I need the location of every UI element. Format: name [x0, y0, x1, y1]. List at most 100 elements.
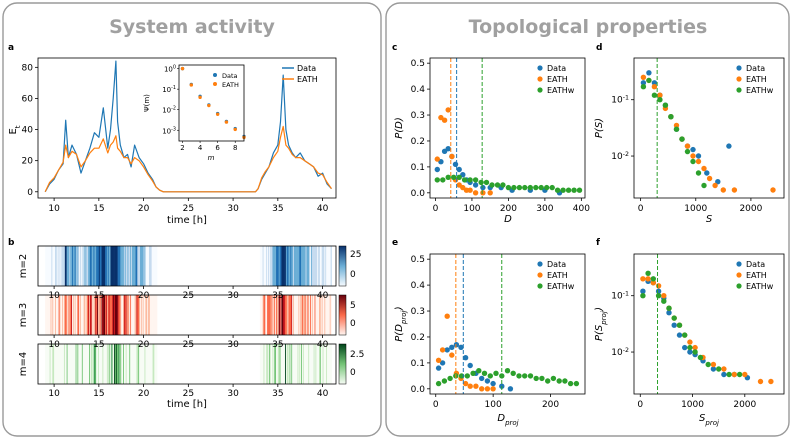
chart-d-frame [633, 57, 785, 199]
chart-d-point-eath [712, 182, 718, 189]
chart-f-point-eathw [692, 349, 698, 355]
chart-a-line-eath [44, 125, 332, 193]
heatmap-cell-m=3 [109, 295, 111, 335]
heatmap-cell-m=4 [115, 344, 118, 384]
heatmap-cell-m=2 [324, 246, 326, 286]
heatmap-cell-m=2 [301, 246, 303, 286]
heatmap-cell-m=3 [300, 295, 302, 335]
heatmap-cell-m=4 [122, 344, 124, 384]
heatmap-cell-m=2 [58, 246, 60, 286]
heatmap-cell-m=3 [91, 295, 93, 335]
heatmap-cell-m=2 [62, 246, 64, 286]
chart-c-point-eath [480, 190, 486, 196]
heatmap-cell-m=4 [262, 344, 264, 384]
heatmap-cell-m=3 [82, 295, 84, 335]
chart-c-point-eathw [472, 177, 479, 183]
heatmap-cell-m=3 [317, 295, 319, 335]
heatmap-cell-m=4 [322, 344, 324, 384]
chart-d-point-eath [770, 187, 776, 193]
heatmap-cell-m=3 [313, 295, 315, 335]
heatmap-cell-m=2 [143, 246, 145, 286]
chart-e-legend-marker-eath [537, 272, 543, 278]
chart-e-point-eath [490, 386, 496, 392]
heatmap-cell-m=3 [70, 295, 72, 335]
heatmap-cell-m=3 [259, 295, 262, 335]
heatmap-cell-m=3 [137, 295, 139, 335]
chart-d-strength-dist: 0 1000 2000 10-1 10-2 S P(S) Data EATH EATHw [594, 57, 785, 225]
heatmap-cell-m=4 [84, 344, 86, 384]
heatmap-cell-m=3 [56, 295, 58, 335]
heatmap-cell-m=3 [69, 295, 71, 335]
heatmap-cell-m=3 [77, 295, 79, 335]
heatmap-cell-m=4 [154, 344, 156, 384]
heatmap-cell-m=2 [47, 246, 50, 286]
heatmap-cell-m=2 [120, 246, 122, 286]
heatmap-cell-m=4 [64, 344, 67, 384]
heatmap-cell-m=4 [72, 344, 75, 384]
heatmap-cell-m=4 [317, 344, 319, 384]
inset-point-eath [189, 83, 193, 87]
heatmap-cell-m=4 [315, 344, 317, 384]
chart-a-ytick-label-20: 20 [22, 157, 34, 167]
heatmap-cell-m=4 [280, 344, 282, 384]
heatmap-cell-m=4 [74, 344, 76, 384]
heatmap-cell-m=4 [296, 344, 298, 384]
inset-legend-label-eath: EATH [222, 81, 239, 89]
heatmap-cell-m=3 [136, 295, 138, 335]
heatmap-cell-m=4 [137, 344, 139, 384]
heatmap-cell-m=2 [311, 246, 314, 286]
heatmap-cell-m=2 [296, 246, 298, 286]
chart-c-point-eathw [533, 184, 539, 191]
heatmap-cell-m=3 [57, 295, 59, 335]
inset-point-eath [224, 120, 229, 124]
inset-ytick-label: 10-2 [162, 106, 176, 115]
heatmap-cell-m=3 [301, 295, 303, 335]
heatmap-xtick-label-15: 15 [93, 340, 104, 350]
heatmap-cell-m=2 [123, 246, 126, 286]
heatmap-cell-m=3 [319, 295, 321, 335]
heatmap-cell-m=3 [146, 295, 148, 335]
heatmap-cell-m=3 [329, 295, 331, 335]
inset-legend-label-data: Data [222, 72, 238, 80]
heatmap-cell-m=3 [118, 295, 120, 335]
chart-a-frame [37, 57, 337, 199]
heatmap-cell-m=2 [116, 246, 118, 286]
heatmap-cell-m=4 [313, 344, 315, 384]
heatmap-cell-m=3 [266, 295, 268, 335]
heatmap-cell-m=4 [270, 344, 272, 384]
heatmap-cell-m=2 [272, 246, 274, 286]
heatmap-cell-m=2 [72, 246, 74, 286]
heatmap-cell-m=4 [65, 344, 67, 384]
heatmap-cell-m=4 [81, 344, 84, 384]
chart-c-point-eathw [505, 184, 512, 191]
heatmap-cell-m=4 [45, 344, 47, 384]
heatmap-cell-m=2 [310, 246, 312, 286]
chart-d-xlabel: S [706, 214, 713, 225]
heatmap-cell-m=3 [312, 295, 314, 335]
heatmap-cell-m=3 [330, 295, 332, 335]
chart-c-point-eathw [440, 177, 446, 183]
heatmap-cell-m=4 [125, 344, 127, 384]
heatmap-cell-m=3 [97, 295, 100, 335]
heatmap-cell-m=3 [68, 295, 70, 335]
heatmap-xtick-label-40: 40 [317, 340, 329, 350]
heatmap-cell-m=4 [98, 344, 101, 384]
heatmap-cell-m=2 [149, 246, 152, 286]
heatmap-cell-m=4 [284, 344, 286, 384]
chart-d-point-eathw [695, 170, 702, 176]
heatmap-xtick-label-40: 40 [317, 291, 329, 301]
heatmap-cell-m=2 [69, 246, 71, 286]
heatmap-cell-m=4 [312, 344, 314, 384]
heatmap-cell-m=2 [326, 246, 328, 286]
heatmap-cell-m=3 [143, 295, 145, 335]
heatmap-cell-m=3 [114, 295, 116, 335]
heatmap-cell-m=4 [305, 344, 307, 384]
chart-a-xtick-label-40: 40 [317, 204, 329, 214]
chart-f-point-eath [768, 378, 774, 385]
chart-a-ytick-label-60: 60 [22, 94, 34, 104]
heatmap-cell-m=2 [153, 246, 155, 286]
heatmap-cell-m=4 [291, 344, 293, 384]
heatmap-cell-m=3 [47, 295, 50, 335]
heatmap-cell-m=2 [325, 246, 327, 286]
heatmap-cell-m=2 [88, 246, 90, 286]
